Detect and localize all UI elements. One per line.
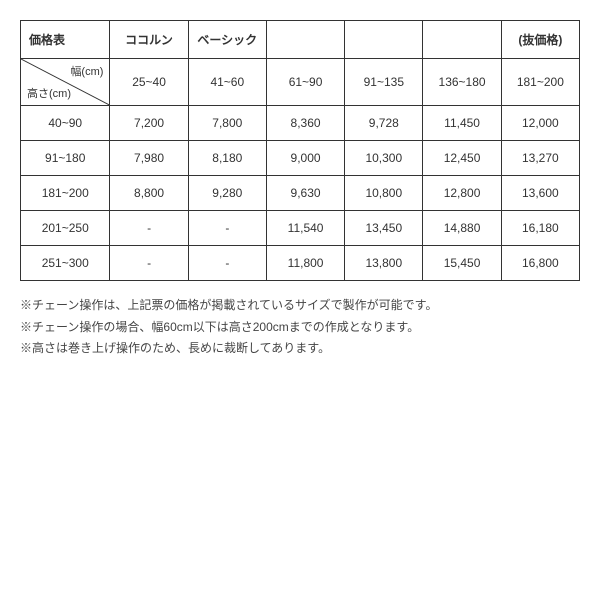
price-cell: 8,360 (266, 106, 344, 141)
height-range: 251~300 (21, 246, 110, 281)
price-cell: 16,800 (501, 246, 579, 281)
price-table: 価格表 ココルン ベーシック (抜価格) 幅(cm) 高さ(cm) 25~40 … (20, 20, 580, 281)
table-row: 201~250 - - 11,540 13,450 14,880 16,180 (21, 211, 580, 246)
axis-diagonal-cell: 幅(cm) 高さ(cm) (21, 59, 110, 106)
price-cell: 13,600 (501, 176, 579, 211)
price-cell: 9,280 (188, 176, 266, 211)
header-col-4 (266, 21, 344, 59)
notes-section: ※チェーン操作は、上記票の価格が掲載されているサイズで製作が可能です。 ※チェー… (20, 295, 580, 360)
price-cell: - (188, 211, 266, 246)
header-col-5 (345, 21, 423, 59)
width-axis-label: 幅(cm) (70, 63, 103, 79)
price-cell: 16,180 (501, 211, 579, 246)
price-cell: 7,980 (110, 141, 188, 176)
width-range-1: 41~60 (188, 59, 266, 106)
width-range-4: 136~180 (423, 59, 501, 106)
price-cell: - (110, 246, 188, 281)
price-cell: 13,450 (345, 211, 423, 246)
table-row: 251~300 - - 11,800 13,800 15,450 16,800 (21, 246, 580, 281)
table-row: 91~180 7,980 8,180 9,000 10,300 12,450 1… (21, 141, 580, 176)
price-cell: 8,800 (110, 176, 188, 211)
axis-row: 幅(cm) 高さ(cm) 25~40 41~60 61~90 91~135 13… (21, 59, 580, 106)
width-range-0: 25~40 (110, 59, 188, 106)
price-cell: 11,540 (266, 211, 344, 246)
header-row: 価格表 ココルン ベーシック (抜価格) (21, 21, 580, 59)
note-line: ※チェーン操作の場合、幅60cm以下は高さ200cmまでの作成となります。 (20, 317, 580, 339)
width-range-3: 91~135 (345, 59, 423, 106)
price-cell: 10,800 (345, 176, 423, 211)
price-cell: 7,200 (110, 106, 188, 141)
width-range-2: 61~90 (266, 59, 344, 106)
price-cell: - (110, 211, 188, 246)
price-cell: 13,270 (501, 141, 579, 176)
header-col-7: (抜価格) (501, 21, 579, 59)
note-line: ※高さは巻き上げ操作のため、長めに裁断してあります。 (20, 338, 580, 360)
price-cell: 9,728 (345, 106, 423, 141)
price-cell: 13,800 (345, 246, 423, 281)
height-axis-label: 高さ(cm) (27, 85, 71, 101)
table-row: 181~200 8,800 9,280 9,630 10,800 12,800 … (21, 176, 580, 211)
height-range: 181~200 (21, 176, 110, 211)
price-cell: 9,000 (266, 141, 344, 176)
height-range: 91~180 (21, 141, 110, 176)
price-cell: 12,800 (423, 176, 501, 211)
price-cell: 11,450 (423, 106, 501, 141)
price-cell: 12,450 (423, 141, 501, 176)
price-cell: 12,000 (501, 106, 579, 141)
price-cell: 8,180 (188, 141, 266, 176)
price-cell: 9,630 (266, 176, 344, 211)
table-row: 40~90 7,200 7,800 8,360 9,728 11,450 12,… (21, 106, 580, 141)
header-col-6 (423, 21, 501, 59)
price-cell: 14,880 (423, 211, 501, 246)
price-cell: 7,800 (188, 106, 266, 141)
header-col-2: ココルン (110, 21, 188, 59)
table-body: 40~90 7,200 7,800 8,360 9,728 11,450 12,… (21, 106, 580, 281)
price-cell: - (188, 246, 266, 281)
price-cell: 10,300 (345, 141, 423, 176)
width-range-5: 181~200 (501, 59, 579, 106)
table-title: 価格表 (21, 21, 110, 59)
height-range: 40~90 (21, 106, 110, 141)
price-cell: 15,450 (423, 246, 501, 281)
note-line: ※チェーン操作は、上記票の価格が掲載されているサイズで製作が可能です。 (20, 295, 580, 317)
height-range: 201~250 (21, 211, 110, 246)
price-cell: 11,800 (266, 246, 344, 281)
header-col-3: ベーシック (188, 21, 266, 59)
